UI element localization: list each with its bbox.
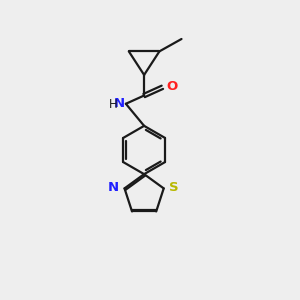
Text: O: O [167,80,178,93]
Text: N: N [108,181,119,194]
Text: N: N [113,97,124,110]
Text: H: H [109,98,118,111]
Text: S: S [169,181,178,194]
